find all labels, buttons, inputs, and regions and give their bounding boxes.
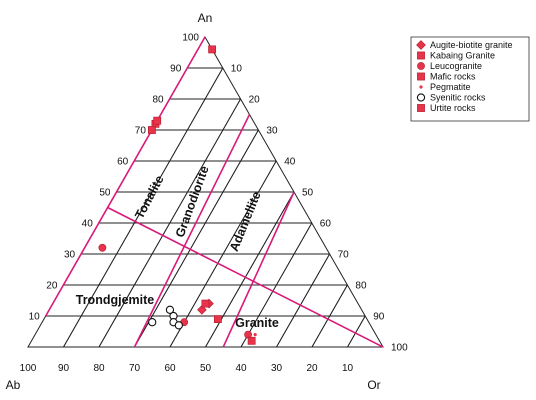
tick-label-ab: 10 [342, 363, 354, 374]
tick-label-or: 70 [338, 250, 350, 261]
vertex-label-ab: Ab [6, 378, 21, 392]
tick-label-an: 90 [170, 64, 182, 75]
gridline-or [347, 315, 366, 348]
field-label-adamellite: Adamellite [227, 190, 264, 254]
tick-label-or: 80 [355, 281, 367, 292]
legend-entry: Pegmatite [430, 82, 471, 92]
gridline-or [311, 284, 348, 348]
data-point [253, 333, 257, 337]
tick-label-an: 70 [135, 126, 147, 137]
tick-label-ab: 20 [306, 363, 318, 374]
legend-entry: Kabaing Granite [430, 51, 495, 61]
tick-label-an: 100 [182, 33, 199, 44]
legend-marker [417, 104, 425, 112]
gridline-ab [169, 160, 277, 348]
legend-marker [417, 72, 425, 81]
legend-marker [416, 93, 426, 102]
legend-entry: Urtite rocks [430, 103, 476, 113]
tick-label-ab: 50 [200, 363, 212, 374]
data-point [148, 126, 156, 134]
tick-label-ab: 100 [20, 363, 37, 374]
data-point [197, 304, 207, 315]
tick-label-an: 60 [117, 157, 129, 168]
data-point [213, 315, 222, 323]
gridline-or [276, 253, 330, 348]
legend-entry: Leucogranite [430, 61, 482, 71]
gridline-or [240, 222, 313, 348]
tick-label-an: 80 [152, 95, 164, 106]
tick-label-ab: 70 [129, 363, 141, 374]
tick-label-an: 20 [46, 281, 58, 292]
legend-marker [417, 62, 425, 70]
legend-marker [419, 85, 423, 89]
legend-marker [416, 40, 426, 50]
boundary-line [45, 36, 206, 317]
tick-label-or: 100 [391, 343, 408, 354]
vertex-label-or: Or [367, 378, 380, 392]
field-label-granite: Granite [235, 316, 279, 330]
field-label-trondgjemite: Trondgjemite [76, 293, 155, 307]
ternary-grid [27, 35, 384, 348]
tick-labels: 10 10 10 20 20 20 30 30 30 40 40 40 50 50 50 60 60 60 70 70… [20, 33, 408, 375]
data-point [153, 116, 162, 125]
legend-box [410, 36, 530, 122]
gridline-ab [98, 98, 241, 348]
tick-label-ab: 40 [235, 363, 247, 374]
data-point [148, 318, 157, 327]
data-point [98, 243, 107, 252]
legend-entry: Syenitic rocks [430, 93, 486, 103]
tick-label-or: 50 [302, 188, 314, 199]
tick-label-ab: 60 [164, 363, 176, 374]
tick-label-ab: 30 [271, 363, 283, 374]
tick-label-an: 50 [99, 188, 111, 199]
data-points [98, 45, 257, 345]
tick-label-or: 40 [284, 157, 296, 168]
boundary-line [107, 206, 384, 348]
legend-entry: Mafic rocks [430, 72, 476, 82]
tick-label-or: 30 [266, 126, 278, 137]
tick-label-or: 10 [231, 64, 243, 75]
data-point [201, 299, 210, 308]
legend-entry: Augite-biotite granite [430, 40, 513, 50]
field-boundaries [45, 36, 384, 348]
boundary-line [133, 114, 251, 348]
tick-label-or: 90 [373, 312, 385, 323]
data-point [208, 45, 217, 54]
legend-marker [417, 51, 425, 60]
tick-label-an: 10 [29, 312, 41, 323]
tick-label-an: 30 [64, 250, 76, 261]
boundary-line [222, 191, 295, 348]
tick-label-or: 20 [249, 95, 261, 106]
gridline-ab [63, 67, 224, 348]
tick-label-ab: 90 [58, 363, 70, 374]
tick-label-an: 40 [82, 219, 94, 230]
data-point [165, 305, 175, 314]
field-label-tonalite: Tonalite [132, 173, 166, 221]
gridline-ab [134, 129, 259, 348]
tick-label-or: 60 [320, 219, 332, 230]
data-point [247, 336, 256, 345]
vertex-label-an: An [198, 11, 213, 25]
data-point [174, 321, 183, 330]
tick-label-ab: 80 [93, 363, 105, 374]
